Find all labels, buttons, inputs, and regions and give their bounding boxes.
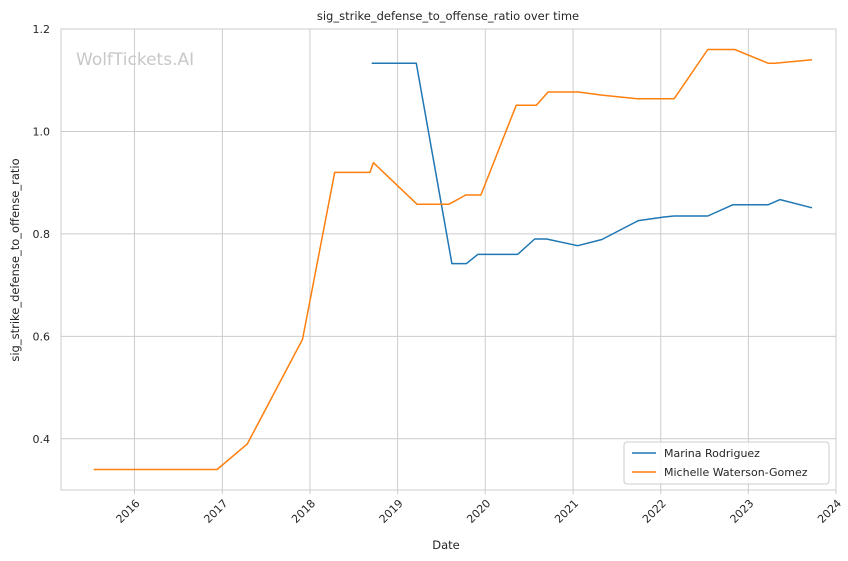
chart-title: sig_strike_defense_to_offense_ratio over…: [317, 9, 579, 23]
legend-label-michelle-waterson-gomez: Michelle Waterson-Gomez: [664, 466, 808, 479]
series-line-marina-rodriguez: [371, 62, 813, 265]
watermark-text: WolfTickets.AI: [76, 50, 194, 70]
y-tick-label: 0.6: [33, 330, 51, 343]
y-tick-label: 0.4: [33, 433, 51, 446]
series-layer: [93, 48, 813, 471]
legend: Marina Rodriguez Michelle Waterson-Gomez: [623, 441, 830, 485]
x-axis-title: Date: [432, 538, 460, 552]
y-tick-label: 1.0: [33, 125, 51, 138]
y-axis-ticks: 0.4 0.6 0.8 1.0 1.2: [33, 23, 51, 446]
legend-box: [623, 441, 830, 485]
grid-lines: [61, 28, 837, 494]
plot-area-frame: [60, 28, 837, 491]
y-axis-title: sig_strike_defense_to_offense_ratio: [8, 158, 22, 361]
series-line-michelle-waterson-gomez: [93, 48, 813, 471]
y-tick-label: 1.2: [33, 23, 51, 36]
legend-label-marina-rodriguez: Marina Rodriguez: [664, 447, 760, 460]
y-tick-label: 0.8: [33, 228, 51, 241]
